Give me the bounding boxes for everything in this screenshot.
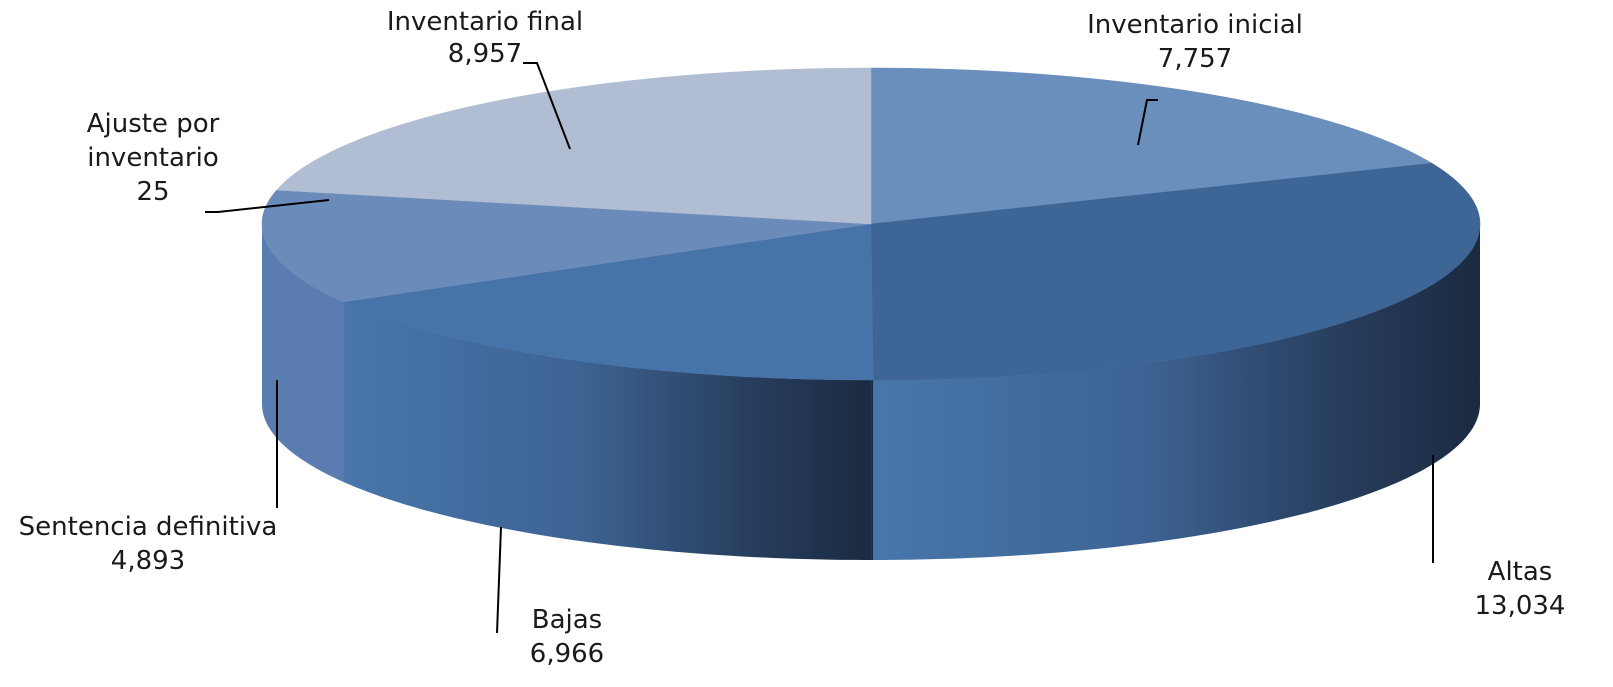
data-label-bajas: 6,966 <box>530 639 604 669</box>
pie-top-layer <box>261 67 1481 381</box>
pie-slice-sentencia-definitiva <box>261 190 872 303</box>
data-label-sentencia-definitiva: 4,893 <box>111 546 185 576</box>
pie-slice-altas <box>870 162 1481 381</box>
leader-line-inventario-inicial <box>1137 99 1158 146</box>
pie-slice-inventario-final <box>276 67 872 225</box>
leader-lines <box>205 62 1434 634</box>
category-label-altas: Altas <box>1488 557 1553 587</box>
pie-side-sentencia-definitiva <box>262 224 344 482</box>
data-label-inventario-final: 8,957 <box>448 39 522 69</box>
category-label-inventario-final: Inventario final <box>387 7 583 37</box>
category-label-bajas: Bajas <box>532 605 602 635</box>
leader-line-ajuste-por-inventario <box>205 199 330 213</box>
leader-line-inventario-final <box>523 62 571 150</box>
pie-side-layer <box>262 224 1480 560</box>
category-label-inventario-inicial: Inventario inicial <box>1087 10 1303 40</box>
category-label-ajuste-por-inventario: Ajuste por <box>87 109 220 139</box>
category-label-ajuste-por-inventario: inventario <box>87 143 219 173</box>
pie-slice-inventario-inicial <box>870 67 1433 225</box>
leader-line-bajas <box>496 526 502 634</box>
data-labels: Inventario inicial 7,757 Altas 13,034 Bajas 6… <box>19 7 1566 669</box>
data-label-ajuste-por-inventario: 25 <box>136 177 169 207</box>
pie-slice-bajas <box>342 223 874 381</box>
pie-side-bajas <box>343 301 874 560</box>
category-label-sentencia-definitiva: Sentencia definitiva <box>19 512 278 542</box>
data-label-altas: 13,034 <box>1475 591 1566 621</box>
pie-side-altas <box>873 224 1480 560</box>
data-label-inventario-inicial: 7,757 <box>1158 44 1232 74</box>
